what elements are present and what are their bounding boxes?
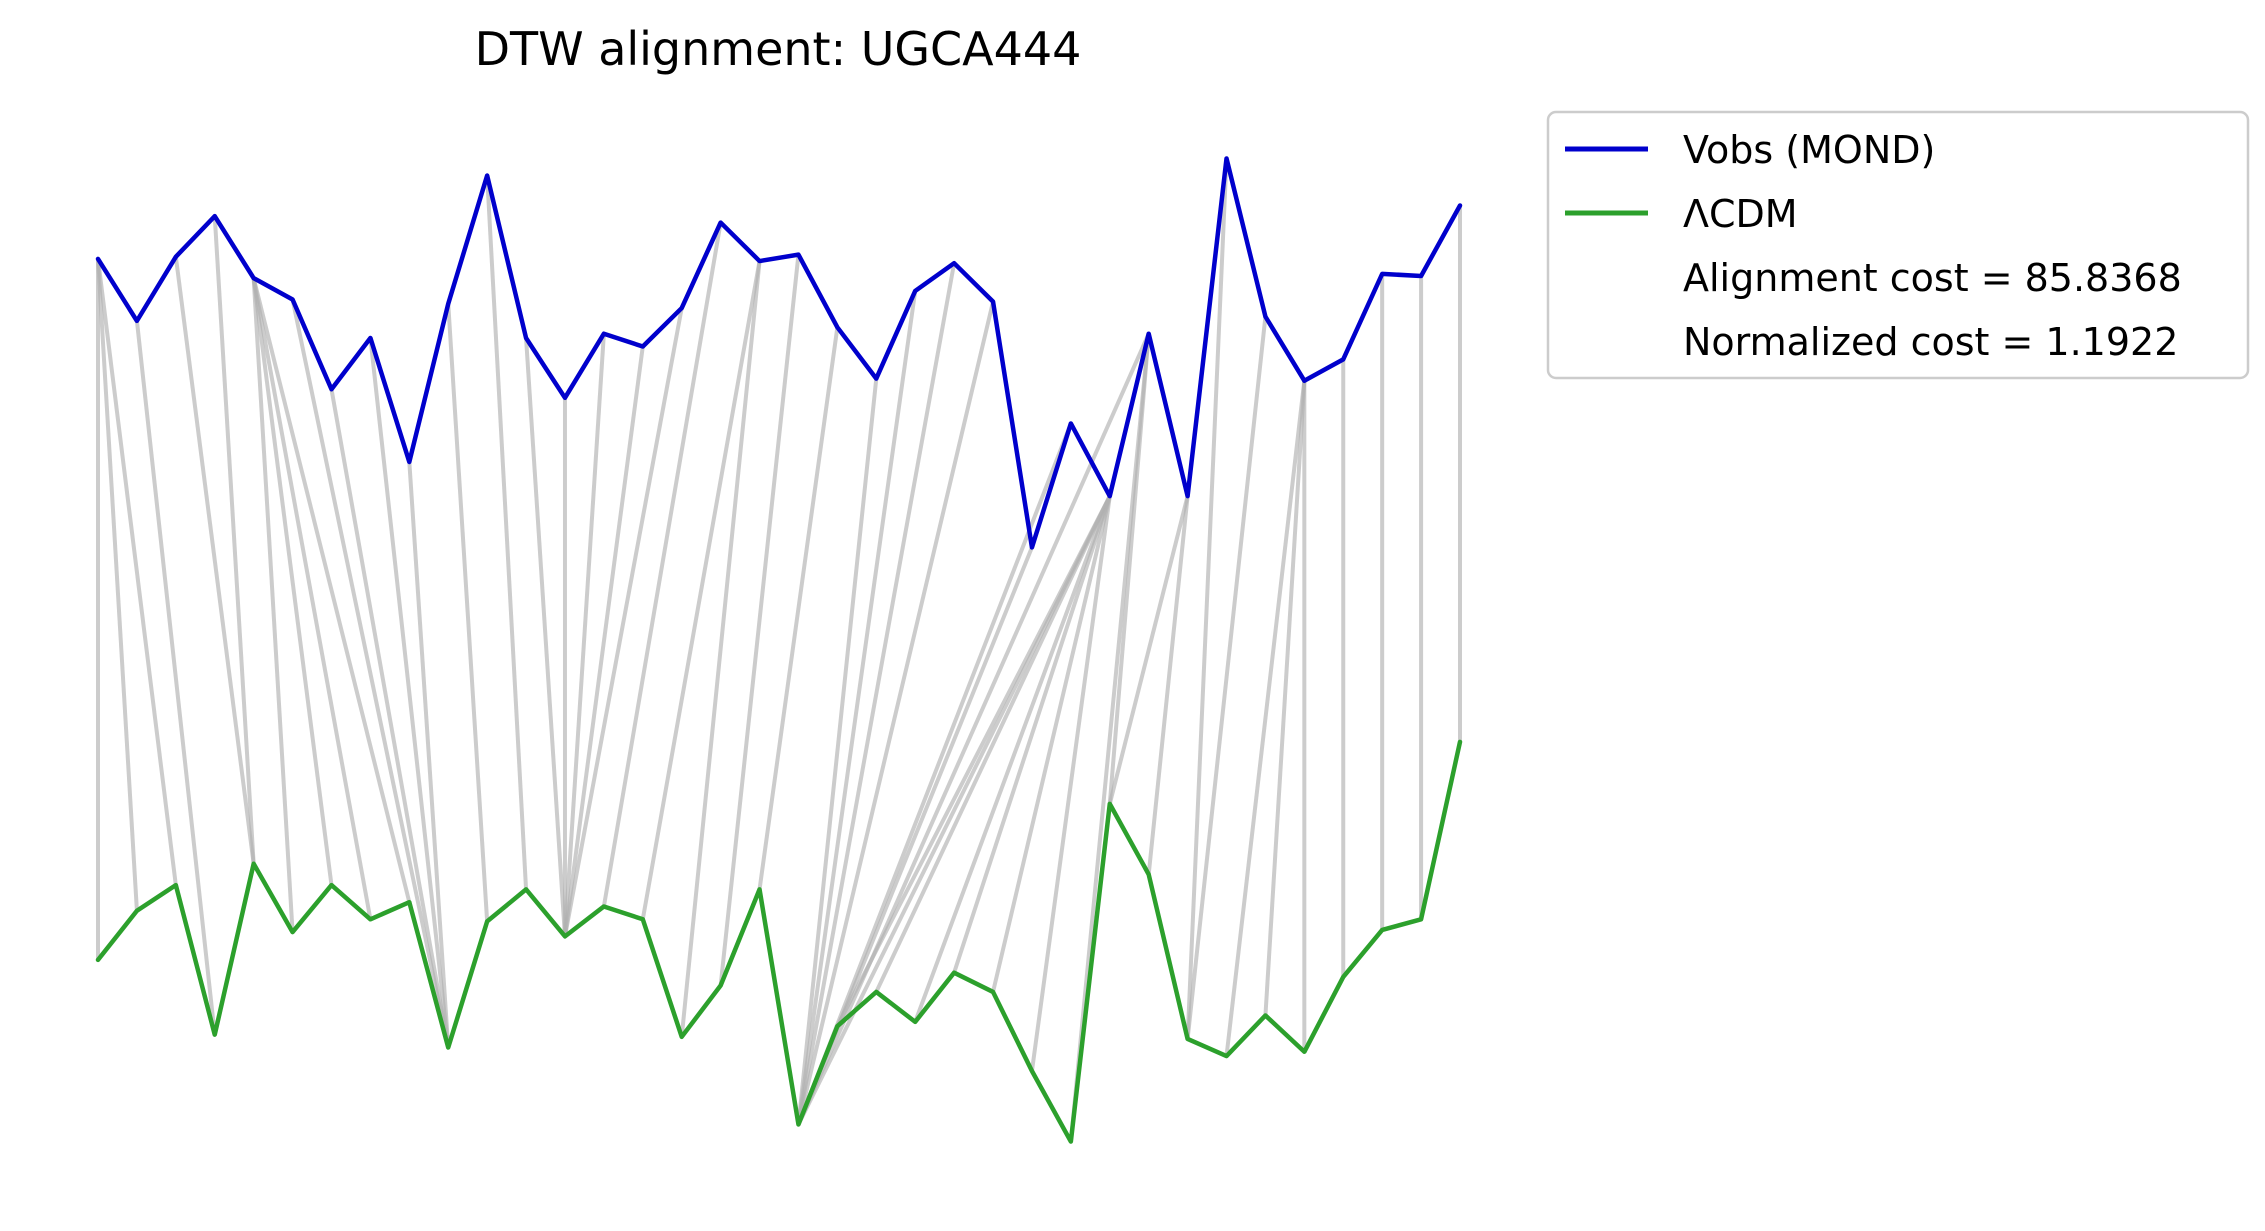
alignment-line: [1224, 380, 1307, 1057]
alignment-line: [173, 256, 256, 864]
alignment-line: [796, 378, 879, 1125]
series-line-lambda-cdm: [95, 739, 1463, 1144]
alignment-line: [796, 332, 1151, 1126]
alignment-line: [446, 303, 490, 922]
legend-label: Vobs (MOND): [1683, 128, 1935, 172]
alignment-line: [796, 262, 957, 1125]
alignment-line: [563, 307, 684, 937]
alignment-line: [991, 495, 1112, 993]
alignment-line: [1146, 495, 1190, 875]
series-lines: [95, 156, 1463, 1144]
alignment-line: [290, 299, 451, 1048]
alignment-line: [1185, 158, 1229, 1040]
alignment-line: [679, 260, 762, 1038]
alignment-line: [718, 254, 801, 986]
alignment-line: [524, 337, 567, 937]
alignment-line: [1029, 495, 1112, 1072]
alignment-line: [1263, 380, 1307, 1016]
legend-annotation: Alignment cost = 85.8368: [1683, 256, 2182, 300]
alignment-line: [1107, 495, 1190, 805]
alignment-line: [952, 495, 1112, 974]
legend-frame: [1546, 110, 2250, 380]
alignment-line: [796, 422, 1073, 1126]
alignment-line: [796, 301, 995, 1125]
alignment-line: [485, 175, 529, 890]
series-line-vobs-mond: [95, 156, 1463, 550]
alignment-line: [796, 290, 918, 1125]
alignment-line: [329, 388, 451, 1048]
alignment-line: [562, 346, 645, 937]
chart-title: DTW alignment: UGCA444: [475, 22, 1082, 76]
alignment-line: [251, 277, 373, 920]
alignment-line: [368, 337, 451, 1048]
alignment-line: [1107, 333, 1151, 805]
alignment-line: [913, 495, 1112, 1023]
alignment-line: [874, 495, 1112, 993]
alignment-line: [251, 277, 412, 903]
alignment-line: [251, 277, 334, 886]
alignment-line: [251, 278, 295, 933]
legend-annotation: Normalized cost = 1.1922: [1683, 320, 2178, 364]
alignment-line: [212, 216, 256, 864]
alignment-line: [640, 260, 762, 920]
alignment-line: [1185, 316, 1268, 1040]
alignment-line: [562, 333, 606, 937]
alignment-line: [757, 327, 840, 890]
alignment-line: [96, 258, 139, 911]
legend-entries: Vobs (MOND) ΛCDM Alignment cost = 85.8368 N…: [1565, 128, 2182, 364]
alignment-lines: [96, 158, 1462, 1142]
alignment-line: [134, 320, 217, 1035]
legend-label: ΛCDM: [1683, 192, 1798, 236]
alignment-line: [835, 495, 1112, 1028]
alignment-line: [601, 222, 723, 907]
alignment-line: [96, 258, 178, 886]
alignment-line: [407, 461, 451, 1048]
legend: Vobs (MOND) ΛCDM Alignment cost = 85.8368 N…: [1546, 110, 2250, 380]
